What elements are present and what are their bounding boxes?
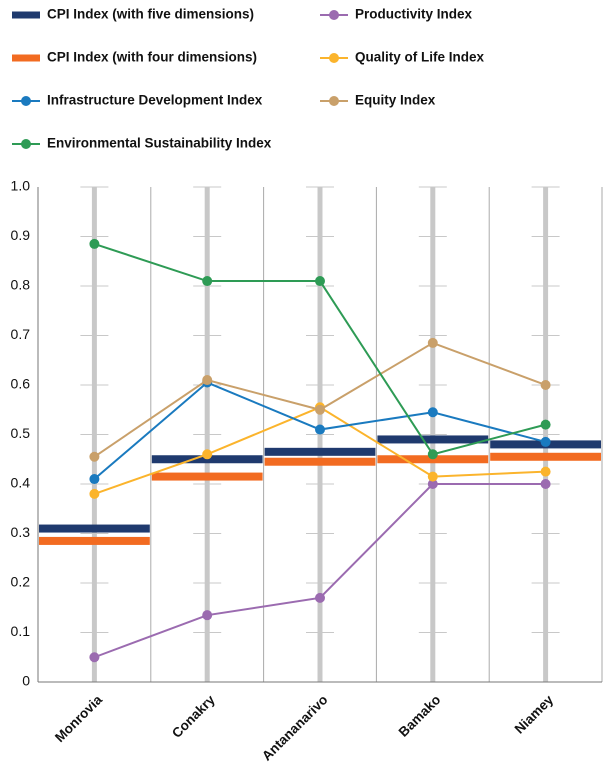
y-tick-label: 0.7 (11, 326, 31, 342)
y-tick-label: 0.1 (11, 623, 31, 639)
legend-label: CPI Index (with five dimensions) (47, 7, 254, 22)
legend-swatch (12, 11, 40, 19)
series-point (427, 479, 438, 489)
series-point (202, 276, 213, 287)
cpi-bar (264, 457, 376, 466)
legend-swatch (329, 53, 339, 63)
legend-label: Productivity Index (355, 7, 473, 22)
series-point (427, 337, 438, 348)
cpi-bar (151, 472, 263, 481)
series-point (315, 404, 325, 415)
series-point (540, 479, 551, 489)
legend-label: Quality of Life Index (355, 50, 485, 65)
series-point (315, 424, 325, 435)
y-tick-label: 0.8 (11, 277, 31, 293)
series-point (89, 451, 100, 462)
y-tick-label: 0.9 (11, 227, 31, 243)
x-tick-label: Antananarivo (259, 692, 331, 764)
cpi-bar (39, 524, 150, 533)
y-tick-label: 0.6 (11, 376, 31, 392)
cpi-bar (264, 447, 376, 456)
series-point (427, 407, 438, 418)
series-point (540, 466, 551, 477)
series-point (202, 610, 213, 621)
legend-label: Environmental Sustainability Index (47, 136, 272, 151)
series-point (202, 449, 213, 460)
y-tick-label: 0.5 (11, 425, 31, 441)
cpi-bar (490, 452, 601, 461)
legend-swatch (21, 96, 31, 106)
legend-label: Infrastructure Development Index (47, 93, 263, 108)
series-point (89, 238, 100, 249)
y-tick-label: 0 (22, 673, 30, 689)
y-tick-label: 0.4 (11, 475, 31, 491)
legend-swatch (329, 96, 339, 106)
x-tick-label: Bamako (396, 692, 444, 740)
x-tick-label: Monrovia (52, 692, 105, 745)
series-point (540, 436, 551, 447)
series-point (540, 419, 551, 430)
legend-swatch (21, 139, 31, 149)
x-tick-label: Conakry (169, 692, 218, 741)
series-point (427, 449, 438, 460)
series-point (89, 652, 100, 663)
x-tick-label: Niamey (512, 692, 557, 737)
series-point (540, 380, 551, 390)
legend-swatch (12, 54, 40, 62)
y-tick-label: 1.0 (11, 178, 31, 194)
legend-swatch (329, 10, 339, 20)
series-point (89, 488, 100, 499)
series-point (427, 471, 438, 482)
cpi-bar (377, 435, 489, 444)
legend-label: Equity Index (355, 93, 436, 108)
legend-label: CPI Index (with four dimensions) (47, 50, 257, 65)
series-point (315, 276, 325, 287)
y-tick-label: 0.3 (11, 524, 31, 540)
cpi-bar (39, 536, 150, 545)
series-point (315, 592, 325, 603)
y-tick-label: 0.2 (11, 574, 31, 590)
series-point (202, 375, 213, 386)
series-point (89, 474, 100, 485)
